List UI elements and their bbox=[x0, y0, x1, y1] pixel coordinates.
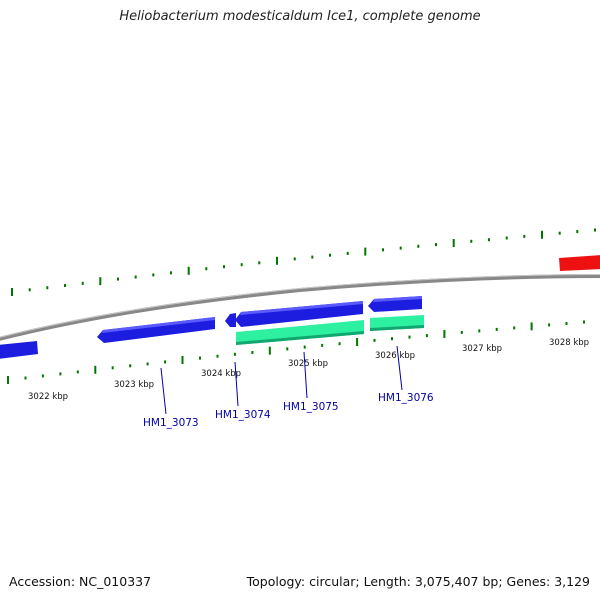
reverse-gene-arrow[interactable] bbox=[225, 313, 236, 327]
scale-tick-marks bbox=[7, 320, 585, 384]
scale-label: 3028 kbp bbox=[549, 338, 589, 348]
reverse-gene-arrow[interactable] bbox=[0, 341, 38, 359]
reverse-gene-arrow[interactable] bbox=[235, 301, 363, 327]
genome-title: Heliobacterium modesticaldum Ice1, compl… bbox=[119, 9, 481, 24]
rna-gene-block[interactable] bbox=[236, 320, 364, 345]
scale-label: 3023 kbp bbox=[114, 380, 154, 390]
scale-label: 3022 kbp bbox=[28, 392, 68, 402]
genome-backbone-shade bbox=[0, 274, 600, 338]
gene-label[interactable]: HM1_3073 bbox=[143, 417, 199, 429]
gene-label-leader bbox=[396, 345, 403, 391]
forward-gene-arrow[interactable] bbox=[559, 255, 600, 271]
accession-text: Accession: NC_010337 bbox=[9, 574, 152, 589]
gene-label[interactable]: HM1_3076 bbox=[378, 392, 434, 404]
gene-label-leader bbox=[303, 351, 308, 399]
scale-label: 3027 kbp bbox=[462, 344, 502, 354]
gene-shade bbox=[236, 331, 364, 345]
scale-label: 3024 kbp bbox=[201, 369, 241, 379]
scale-label: 3025 kbp bbox=[288, 359, 328, 369]
gene-label[interactable]: HM1_3075 bbox=[283, 401, 339, 413]
gene-label-leader bbox=[160, 367, 167, 415]
genome-backbone bbox=[0, 274, 600, 341]
scale-label: 3026 kbp bbox=[375, 351, 415, 361]
gene-highlight bbox=[240, 301, 363, 315]
reverse-gene-arrow[interactable] bbox=[97, 317, 215, 343]
gene-highlight bbox=[373, 296, 422, 302]
gene-shade bbox=[370, 325, 424, 331]
outer-tick-marks bbox=[11, 228, 596, 296]
gene-label-leader bbox=[234, 361, 239, 407]
gene-highlight bbox=[102, 317, 215, 333]
genome-summary-text: Topology: circular; Length: 3,075,407 bp… bbox=[246, 574, 590, 589]
gene-label[interactable]: HM1_3074 bbox=[215, 409, 271, 421]
